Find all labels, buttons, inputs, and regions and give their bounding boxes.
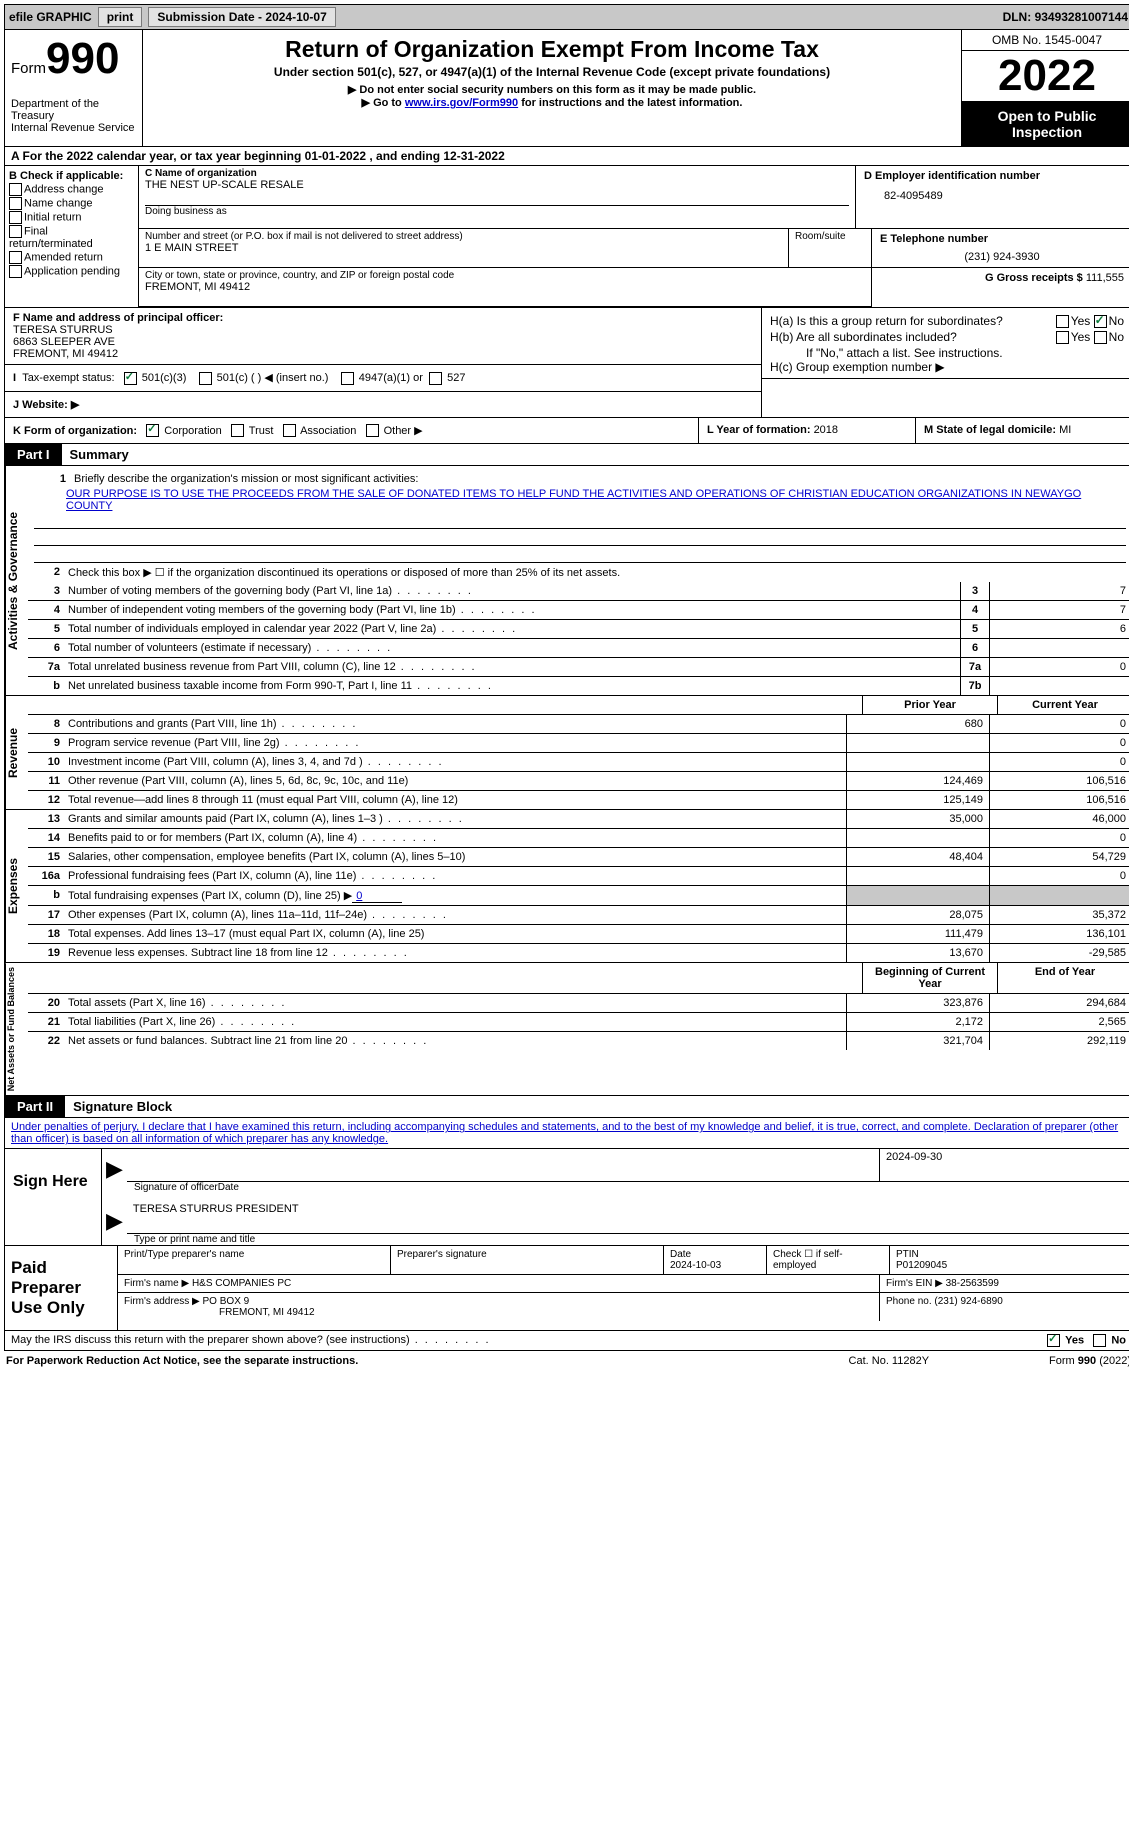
chk-discuss-yes[interactable] [1047,1334,1060,1347]
irs-label: Internal Revenue Service [11,122,136,134]
summary-revenue: Revenue Prior YearCurrent Year 8Contribu… [4,696,1129,810]
chk-amended-return[interactable]: Amended return [9,251,134,264]
form-subtitle: Under section 501(c), 527, or 4947(a)(1)… [147,65,957,79]
chk-final-return[interactable]: Final return/terminated [9,225,134,250]
vtab-governance: Activities & Governance [5,466,28,695]
dept-label: Department of the Treasury [11,98,136,122]
main-info-block: B Check if applicable: Address change Na… [4,166,1129,308]
telephone-value: (231) 924-3930 [880,251,1124,263]
principal-officer-box: F Name and address of principal officer:… [5,308,761,365]
chk-corp[interactable] [146,424,159,437]
part-2-header: Part IISignature Block [4,1096,1129,1118]
submission-date: Submission Date - 2024-10-07 [148,7,335,27]
sign-here-block: Sign Here ▶ 2024-09-30 Signature of offi… [4,1149,1129,1246]
form-title: Return of Organization Exempt From Incom… [147,36,957,63]
group-return-box: H(a) Is this a group return for subordin… [762,308,1129,379]
room-suite-box: Room/suite [789,229,871,267]
sig-date: 2024-09-30 [879,1149,1129,1182]
chk-ha-no[interactable] [1094,315,1107,328]
year-formation: L Year of formation: 2018 [698,418,915,444]
chk-assoc[interactable] [283,424,296,437]
chk-hb-yes[interactable] [1056,331,1069,344]
org-name: THE NEST UP-SCALE RESALE [145,179,849,191]
ein-box: D Employer identification number 82-4095… [856,166,1129,229]
website-box: J Website: ▶ [5,392,761,417]
org-name-box: C Name of organization THE NEST UP-SCALE… [139,166,856,229]
perjury-declaration: Under penalties of perjury, I declare th… [4,1118,1129,1149]
chk-501c3[interactable] [124,372,137,385]
city-box: City or town, state or province, country… [139,268,871,307]
row-a-tax-year: A For the 2022 calendar year, or tax yea… [4,147,1129,166]
form-number: Form990 [11,34,136,84]
tax-exempt-status: I Tax-exempt status: 501(c)(3) 501(c) ( … [5,365,761,392]
chk-trust[interactable] [231,424,244,437]
chk-address-change[interactable]: Address change [9,183,134,196]
chk-discuss-no[interactable] [1093,1334,1106,1347]
chk-ha-yes[interactable] [1056,315,1069,328]
arrow-icon: ▶ [102,1156,127,1182]
chk-application-pending[interactable]: Application pending [9,265,134,278]
print-button[interactable]: print [98,7,143,27]
top-bar: efile GRAPHIC print Submission Date - 20… [4,4,1129,30]
tax-year: 2022 [962,51,1129,102]
form-footer: Form 990 (2022) [1049,1355,1129,1367]
ein-value: 82-4095489 [864,190,1124,202]
arrow-icon: ▶ [102,1208,127,1234]
vtab-net-assets: Net Assets or Fund Balances [5,963,28,1095]
row-fijk: F Name and address of principal officer:… [4,308,1129,418]
vtab-expenses: Expenses [5,810,28,962]
summary-expenses: Expenses 13Grants and similar amounts pa… [4,810,1129,963]
ssn-note: ▶ Do not enter social security numbers o… [147,83,957,96]
fundraising-link[interactable]: 0 [352,890,402,903]
row-k: K Form of organization: Corporation Trus… [4,418,1129,445]
link-note: ▶ Go to www.irs.gov/Form990 for instruct… [147,96,957,109]
signature-field[interactable] [127,1149,879,1182]
footer-row: For Paperwork Reduction Act Notice, see … [4,1351,1129,1371]
chk-501c[interactable] [199,372,212,385]
state-domicile: M State of legal domicile: MI [915,418,1129,444]
chk-other[interactable] [366,424,379,437]
summary-governance: Activities & Governance 1Briefly describ… [4,466,1129,696]
discuss-row: May the IRS discuss this return with the… [4,1331,1129,1351]
efile-label: efile GRAPHIC [9,10,92,24]
officer-name: TERESA STURRUS PRESIDENT [127,1201,1129,1234]
chk-hb-no[interactable] [1094,331,1107,344]
telephone-box: E Telephone number (231) 924-3930 [872,229,1129,268]
public-inspection: Open to Public Inspection [962,102,1129,146]
chk-527[interactable] [429,372,442,385]
omb-number: OMB No. 1545-0047 [962,30,1129,51]
gross-receipts-box: G Gross receipts $ 111,555 [872,268,1129,288]
mission-text[interactable]: OUR PURPOSE IS TO USE THE PROCEEDS FROM … [66,488,1081,512]
irs-link[interactable]: www.irs.gov/Form990 [405,97,518,109]
col-b-checkboxes: B Check if applicable: Address change Na… [5,166,139,307]
chk-4947[interactable] [341,372,354,385]
vtab-revenue: Revenue [5,696,28,809]
street-box: Number and street (or P.O. box if mail i… [139,229,789,267]
chk-initial-return[interactable]: Initial return [9,211,134,224]
part-1-header: Part ISummary [4,444,1129,466]
paid-preparer-block: Paid Preparer Use Only Print/Type prepar… [4,1246,1129,1331]
dln: DLN: 93493281007144 [1003,10,1128,24]
form-header: Form990 Department of the Treasury Inter… [4,30,1129,147]
chk-name-change[interactable]: Name change [9,197,134,210]
summary-net-assets: Net Assets or Fund Balances Beginning of… [4,963,1129,1096]
